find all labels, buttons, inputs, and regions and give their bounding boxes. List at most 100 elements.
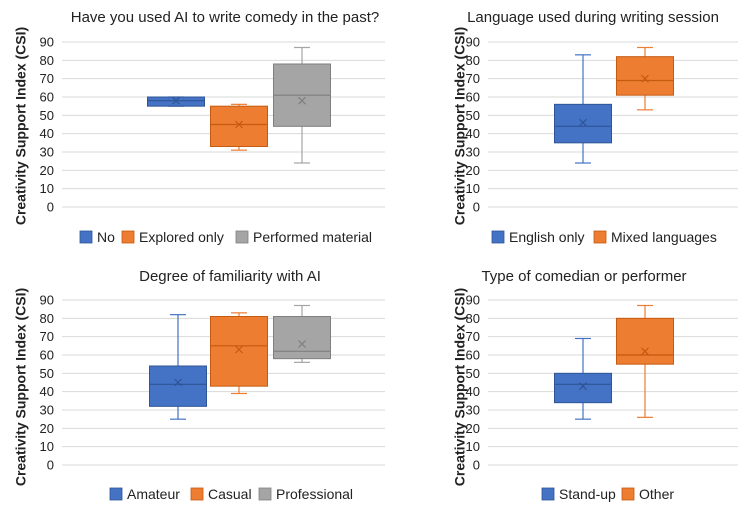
y-tick-label: 70 xyxy=(466,329,480,344)
y-tick-label: 50 xyxy=(40,366,54,381)
mean-marker xyxy=(579,382,587,391)
y-tick-label: 20 xyxy=(40,421,54,436)
box-no xyxy=(147,96,205,107)
legend-label: Casual xyxy=(208,486,252,502)
legend-swatch xyxy=(621,487,635,501)
y-tick-label: 70 xyxy=(40,71,54,86)
legend-swatch xyxy=(79,230,93,244)
y-tick-label: 60 xyxy=(466,348,480,363)
y-tick-label: 90 xyxy=(466,293,480,308)
y-tick-label: 30 xyxy=(466,145,480,160)
mean-marker xyxy=(641,74,649,83)
y-tick-label: 70 xyxy=(466,71,480,86)
interquartile-box xyxy=(147,96,205,107)
chart-panel-2: Language used during writing sessionCrea… xyxy=(452,9,738,245)
y-tick-label: 10 xyxy=(40,439,54,454)
legend-label: Amateur xyxy=(127,486,180,502)
legend-swatch xyxy=(258,487,272,501)
legend-label: No xyxy=(97,229,115,245)
box-amateur xyxy=(149,314,207,420)
y-tick-label: 0 xyxy=(473,458,480,473)
chart-panel-4: Type of comedian or performer Creativity … xyxy=(452,268,738,502)
y-tick-label: 10 xyxy=(466,181,480,196)
chart-title: Language used during writing session xyxy=(467,9,719,26)
y-tick-label: 50 xyxy=(466,108,480,123)
mean-marker xyxy=(235,345,243,354)
legend-swatch xyxy=(190,487,204,501)
legend-swatch xyxy=(235,230,249,244)
y-tick-label: 90 xyxy=(40,293,54,308)
y-tick-label: 40 xyxy=(40,384,54,399)
interquartile-box xyxy=(554,103,612,144)
y-tick-label: 20 xyxy=(466,163,480,178)
interquartile-box xyxy=(554,372,612,404)
y-tick-label: 40 xyxy=(466,126,480,141)
chart-panel-3: Degree of familiarity with AI Creativity … xyxy=(13,268,385,502)
y-axis-label: Creativity Support Index (CSI) xyxy=(452,288,468,486)
y-tick-label: 30 xyxy=(466,403,480,418)
y-tick-label: 60 xyxy=(466,90,480,105)
y-axis-label: Creativity Support Index (CSI) xyxy=(13,288,29,486)
y-tick-label: 30 xyxy=(40,403,54,418)
legend-label: Stand-up xyxy=(559,486,616,502)
legend-label: Explored only xyxy=(139,229,224,245)
y-tick-label: 10 xyxy=(40,181,54,196)
y-tick-label: 20 xyxy=(40,163,54,178)
mean-marker xyxy=(235,120,243,129)
y-tick-label: 80 xyxy=(466,311,480,326)
interquartile-box xyxy=(273,316,331,360)
y-tick-label: 40 xyxy=(466,384,480,399)
box-other xyxy=(616,304,674,418)
y-tick-label: 80 xyxy=(40,311,54,326)
mean-marker xyxy=(579,118,587,127)
legend-label: Performed material xyxy=(253,229,372,245)
mean-marker xyxy=(172,96,180,105)
interquartile-box xyxy=(210,105,268,147)
y-tick-label: 60 xyxy=(40,348,54,363)
y-axis-label: Creativity Support Index (CSI) xyxy=(13,27,29,225)
chart-title: Have you used AI to write comedy in the … xyxy=(71,9,380,26)
y-tick-label: 50 xyxy=(466,366,480,381)
interquartile-box xyxy=(616,56,674,96)
legend-swatch xyxy=(121,230,135,244)
mean-marker xyxy=(641,347,649,356)
box-stand-up xyxy=(554,337,612,420)
box-performed-material xyxy=(273,46,331,164)
legend-swatch xyxy=(109,487,123,501)
legend-swatch xyxy=(491,230,505,244)
chart-panel-1: Have you used AI to write comedy in the … xyxy=(13,9,385,245)
y-tick-label: 90 xyxy=(466,35,480,50)
y-tick-label: 10 xyxy=(466,439,480,454)
y-tick-label: 70 xyxy=(40,329,54,344)
interquartile-box xyxy=(210,316,268,387)
y-tick-label: 60 xyxy=(40,90,54,105)
box-professional xyxy=(273,304,331,363)
box-english-only xyxy=(554,54,612,164)
y-tick-label: 50 xyxy=(40,108,54,123)
chart-title: Type of comedian or performer xyxy=(481,268,686,285)
box-mixed-languages xyxy=(616,46,674,111)
mean-marker xyxy=(174,378,182,387)
legend-label: English only xyxy=(509,229,585,245)
legend-swatch xyxy=(541,487,555,501)
legend-label: Professional xyxy=(276,486,353,502)
legend-label: Mixed languages xyxy=(611,229,717,245)
y-tick-label: 0 xyxy=(473,200,480,215)
mean-marker xyxy=(298,340,306,348)
y-tick-label: 30 xyxy=(40,145,54,160)
y-axis-label: Creativity Support Index (CSI) xyxy=(452,27,468,225)
box-casual xyxy=(210,312,268,395)
interquartile-box xyxy=(149,365,207,407)
y-tick-label: 80 xyxy=(466,53,480,68)
box-explored-only xyxy=(210,103,268,151)
mean-marker xyxy=(298,96,306,105)
interquartile-box xyxy=(616,317,674,365)
y-tick-label: 90 xyxy=(40,35,54,50)
y-tick-label: 0 xyxy=(47,200,54,215)
y-tick-label: 80 xyxy=(40,53,54,68)
legend-swatch xyxy=(593,230,607,244)
y-tick-label: 40 xyxy=(40,126,54,141)
y-tick-label: 20 xyxy=(466,421,480,436)
legend-label: Other xyxy=(639,486,674,502)
